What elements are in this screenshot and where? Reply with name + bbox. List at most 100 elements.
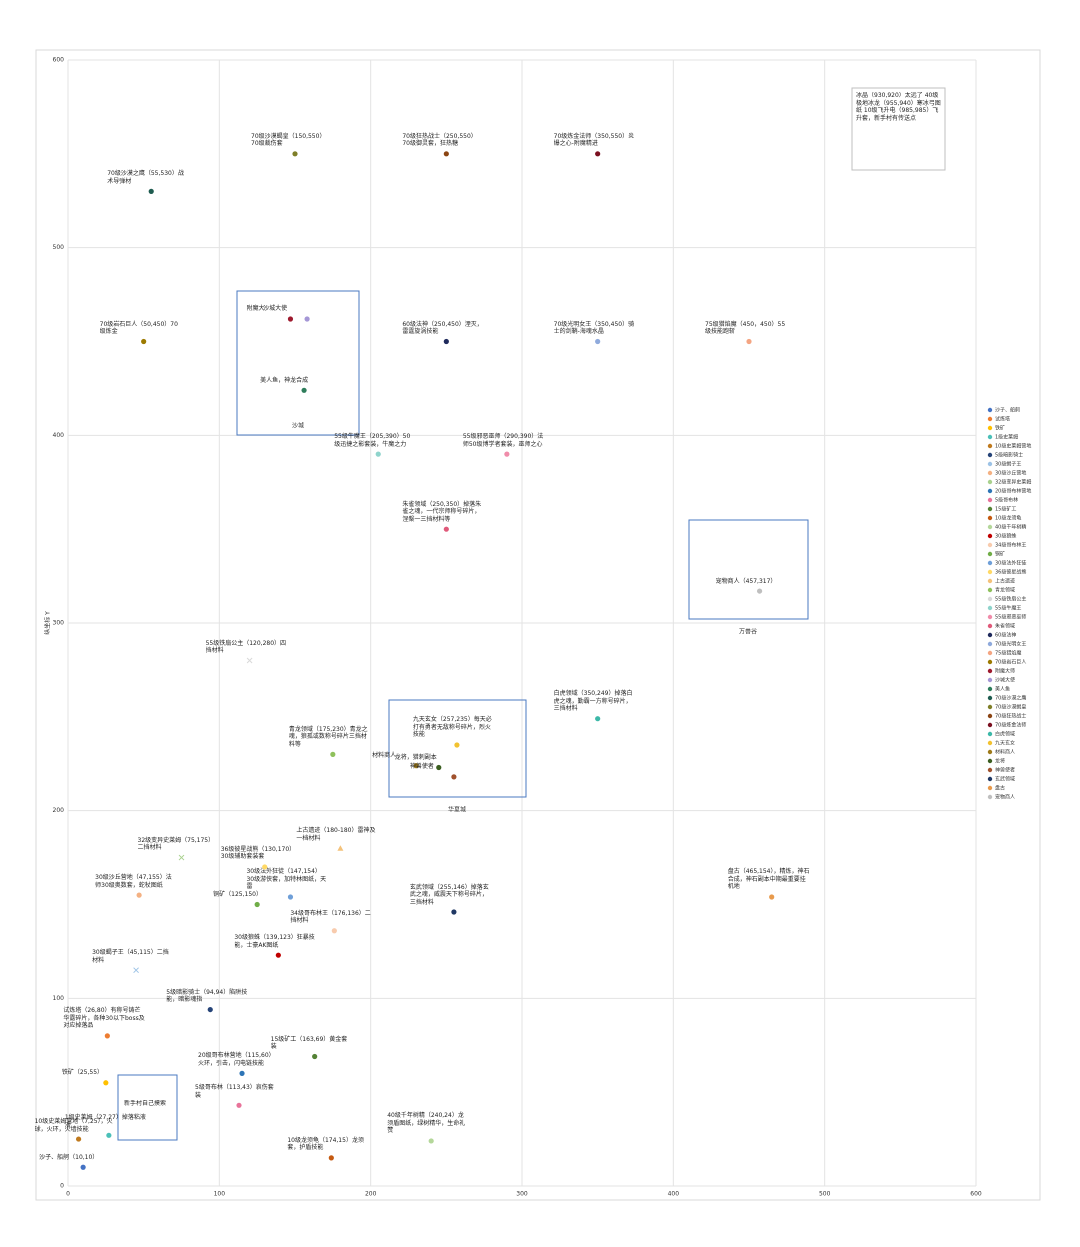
region-box xyxy=(688,519,809,620)
point xyxy=(375,451,381,457)
annotation-wrap: 10级龙须龟（174,15）龙须套，护盾技能 xyxy=(287,1137,364,1152)
annotation-wrap: 1级史莱姆（27,27）掉落粘液液 xyxy=(64,1114,146,1129)
legend-swatch xyxy=(987,407,993,413)
legend-swatch xyxy=(987,623,993,629)
point xyxy=(239,1070,245,1076)
annotation: 34级哥布林王（176,136）二挡材料 xyxy=(290,909,371,925)
annotation-wrap: 30级狼蛛（139,123）狂暴技能，士豪AK图纸 xyxy=(234,934,314,949)
y-tick-label: 500 xyxy=(53,244,65,251)
annotation: 试炼塔（26,80）有称号铸芒华露碎片，各种30以下boss及对应掉落品 xyxy=(63,1007,145,1030)
region-label: 华夏城 xyxy=(448,806,466,814)
annotation: 70级狂热战士（250,550）70级御灵套，狂热糖 xyxy=(402,132,477,148)
region-box xyxy=(388,699,527,798)
y-tick-label: 200 xyxy=(53,807,65,814)
annotation-wrap: 55级铁扇公主（120,280）四挡材料 xyxy=(206,640,286,655)
legend-swatch xyxy=(987,695,993,701)
chart-frame xyxy=(35,49,1041,1201)
annotation: 宠物商人（457,317） xyxy=(715,577,777,585)
legend-swatch xyxy=(987,515,993,521)
annotation: 白虎领域（350,249）掉落白虎之魂，勤霸一方称号碎片，三挡材料 xyxy=(553,690,633,713)
annotation-wrap: 34级哥布林王（176,136）二挡材料 xyxy=(290,909,371,925)
annotation-wrap: 美人鱼，神龙合成 xyxy=(260,377,308,384)
legend-label: 70级狂热战士 xyxy=(995,713,1026,720)
point xyxy=(451,909,457,915)
legend-label: 美人鱼 xyxy=(995,686,1010,693)
annotation: 20级哥布林营地（115,60）火环，引击，闪电链技能 xyxy=(198,1052,275,1067)
point xyxy=(304,316,310,322)
legend-label: 玄武领域 xyxy=(995,776,1015,783)
legend-swatch xyxy=(987,686,993,692)
x-tick-label: 400 xyxy=(668,1191,680,1198)
annotation-wrap: 试炼塔（26,80）有称号铸芒华露碎片，各种30以下boss及对应掉落品 xyxy=(63,1007,145,1030)
x-tick-label: 0 xyxy=(66,1191,70,1198)
point xyxy=(443,526,449,532)
annotation: 上古遗迹（180-180）雷神及一档材料 xyxy=(296,827,376,842)
point xyxy=(178,854,185,861)
point xyxy=(133,967,139,974)
annotation-wrap: 70级光明女王（350,450）骑士的剑鞘-海魂水晶 xyxy=(554,321,634,336)
point xyxy=(148,188,154,194)
annotation-wrap: 55级邪恶巫师（290,390）法师50级博学者套装，巫师之心 xyxy=(463,433,543,448)
legend-label: 55级邪恶巫师 xyxy=(995,614,1026,621)
annotation-wrap: 10级史莱姆营地（7,25），火球，火环，火墙技能 xyxy=(35,1118,113,1133)
point xyxy=(312,1053,318,1060)
annotation-wrap: 30级沙丘营地（47,155）法师30级奥数套，蛇杖图纸 xyxy=(95,874,172,889)
annotation-wrap: 70级沙漠蝎皇（150,550）70级裁伤套 xyxy=(251,133,325,148)
note-box xyxy=(851,87,946,171)
legend-label: 75级猎焰魔 xyxy=(995,650,1021,657)
point xyxy=(287,894,294,900)
legend-swatch xyxy=(987,551,993,557)
point xyxy=(756,588,763,594)
region-label-wrap: 新手村自己摸索 xyxy=(124,1100,166,1107)
legend-label: 55级牛魔王 xyxy=(995,605,1021,612)
annotation: 55级牛魔王（205,390）50级迅捷之影套装，牛魔之力 xyxy=(334,433,411,448)
legend-swatch xyxy=(987,569,993,575)
annotation: 30级沙丘营地（47,155）法师30级奥数套，蛇杖图纸 xyxy=(95,874,172,889)
legend-label: 上古遗迹 xyxy=(995,578,1015,585)
legend-label: 20级哥布林营地 xyxy=(995,488,1031,495)
legend-label: 材料商人 xyxy=(995,749,1015,756)
annotation-wrap: 75级猎焰魔（450，450）55级技能跑斩 xyxy=(705,321,785,336)
legend-label: 70级沙漠之鹰 xyxy=(995,695,1026,702)
legend-label: 40级千年树精 xyxy=(995,524,1026,531)
annotation: 铁矿（25,55） xyxy=(61,1069,104,1077)
annotation-wrap: 60级法神（250,450）湮灭，雷霆旋涡技能 xyxy=(402,321,482,336)
legend-label: 30级狼蛛 xyxy=(995,533,1016,540)
annotation: 1级史莱姆（27,27）掉落粘液液 xyxy=(64,1114,146,1129)
x-tick-label: 100 xyxy=(214,1191,226,1198)
point xyxy=(454,742,460,748)
point xyxy=(328,1155,334,1161)
point xyxy=(292,151,298,157)
legend-swatch xyxy=(987,461,993,467)
point xyxy=(413,763,419,769)
annotation: 70级沙漠之鹰（55,530）战术导弹材 xyxy=(107,170,184,185)
point xyxy=(141,338,147,345)
point xyxy=(106,1132,112,1138)
annotation: 15级矿工（163,69）黄金套装 xyxy=(270,1035,348,1051)
annotation-wrap: 5级暗影骑士（94,94）陷阱技能，暗影魂指 xyxy=(166,988,248,1004)
legend-swatch xyxy=(987,488,993,494)
annotation: 40级千年树精（240,24）龙须盾图纸，绿树精华，生命礼赞 xyxy=(387,1112,466,1135)
annotation-wrap: 附魔大 xyxy=(246,305,264,312)
legend-swatch xyxy=(987,641,993,647)
legend-label: 32级变异史莱姆 xyxy=(995,479,1031,486)
annotation-wrap: 九天玄女（257,235）每天必打有勇者无敌称号碎片，烈火技能 xyxy=(413,716,492,738)
x-tick-label: 300 xyxy=(516,1191,528,1198)
legend-swatch xyxy=(987,776,993,782)
legend-swatch xyxy=(987,614,993,620)
annotation: 5级暗影骑士（94,94）陷阱技能，暗影魂指 xyxy=(166,988,248,1004)
x-tick-label: 500 xyxy=(819,1191,831,1198)
grid xyxy=(67,59,977,1187)
annotation-wrap: 沙子、船舸（10,10） xyxy=(39,1154,98,1161)
legend-label: 沙子、船舸 xyxy=(995,407,1020,414)
annotation-wrap: 龙将，猎刺副本 xyxy=(395,754,437,761)
legend-swatch xyxy=(987,479,993,485)
legend-swatch xyxy=(987,587,993,593)
annotation: 神兽使者 xyxy=(409,763,434,771)
annotation-wrap: 40级千年树精（240,24）龙须盾图纸，绿树精华，生命礼赞 xyxy=(387,1112,466,1135)
annotation-wrap: 盘古（465,154），精炼，神石合成，神石副本中期最重要挂机地 xyxy=(728,868,810,890)
annotation: 沙城大使 xyxy=(263,305,288,313)
annotation: 铜矿（125,150） xyxy=(213,891,262,898)
legend-swatch xyxy=(987,524,993,530)
